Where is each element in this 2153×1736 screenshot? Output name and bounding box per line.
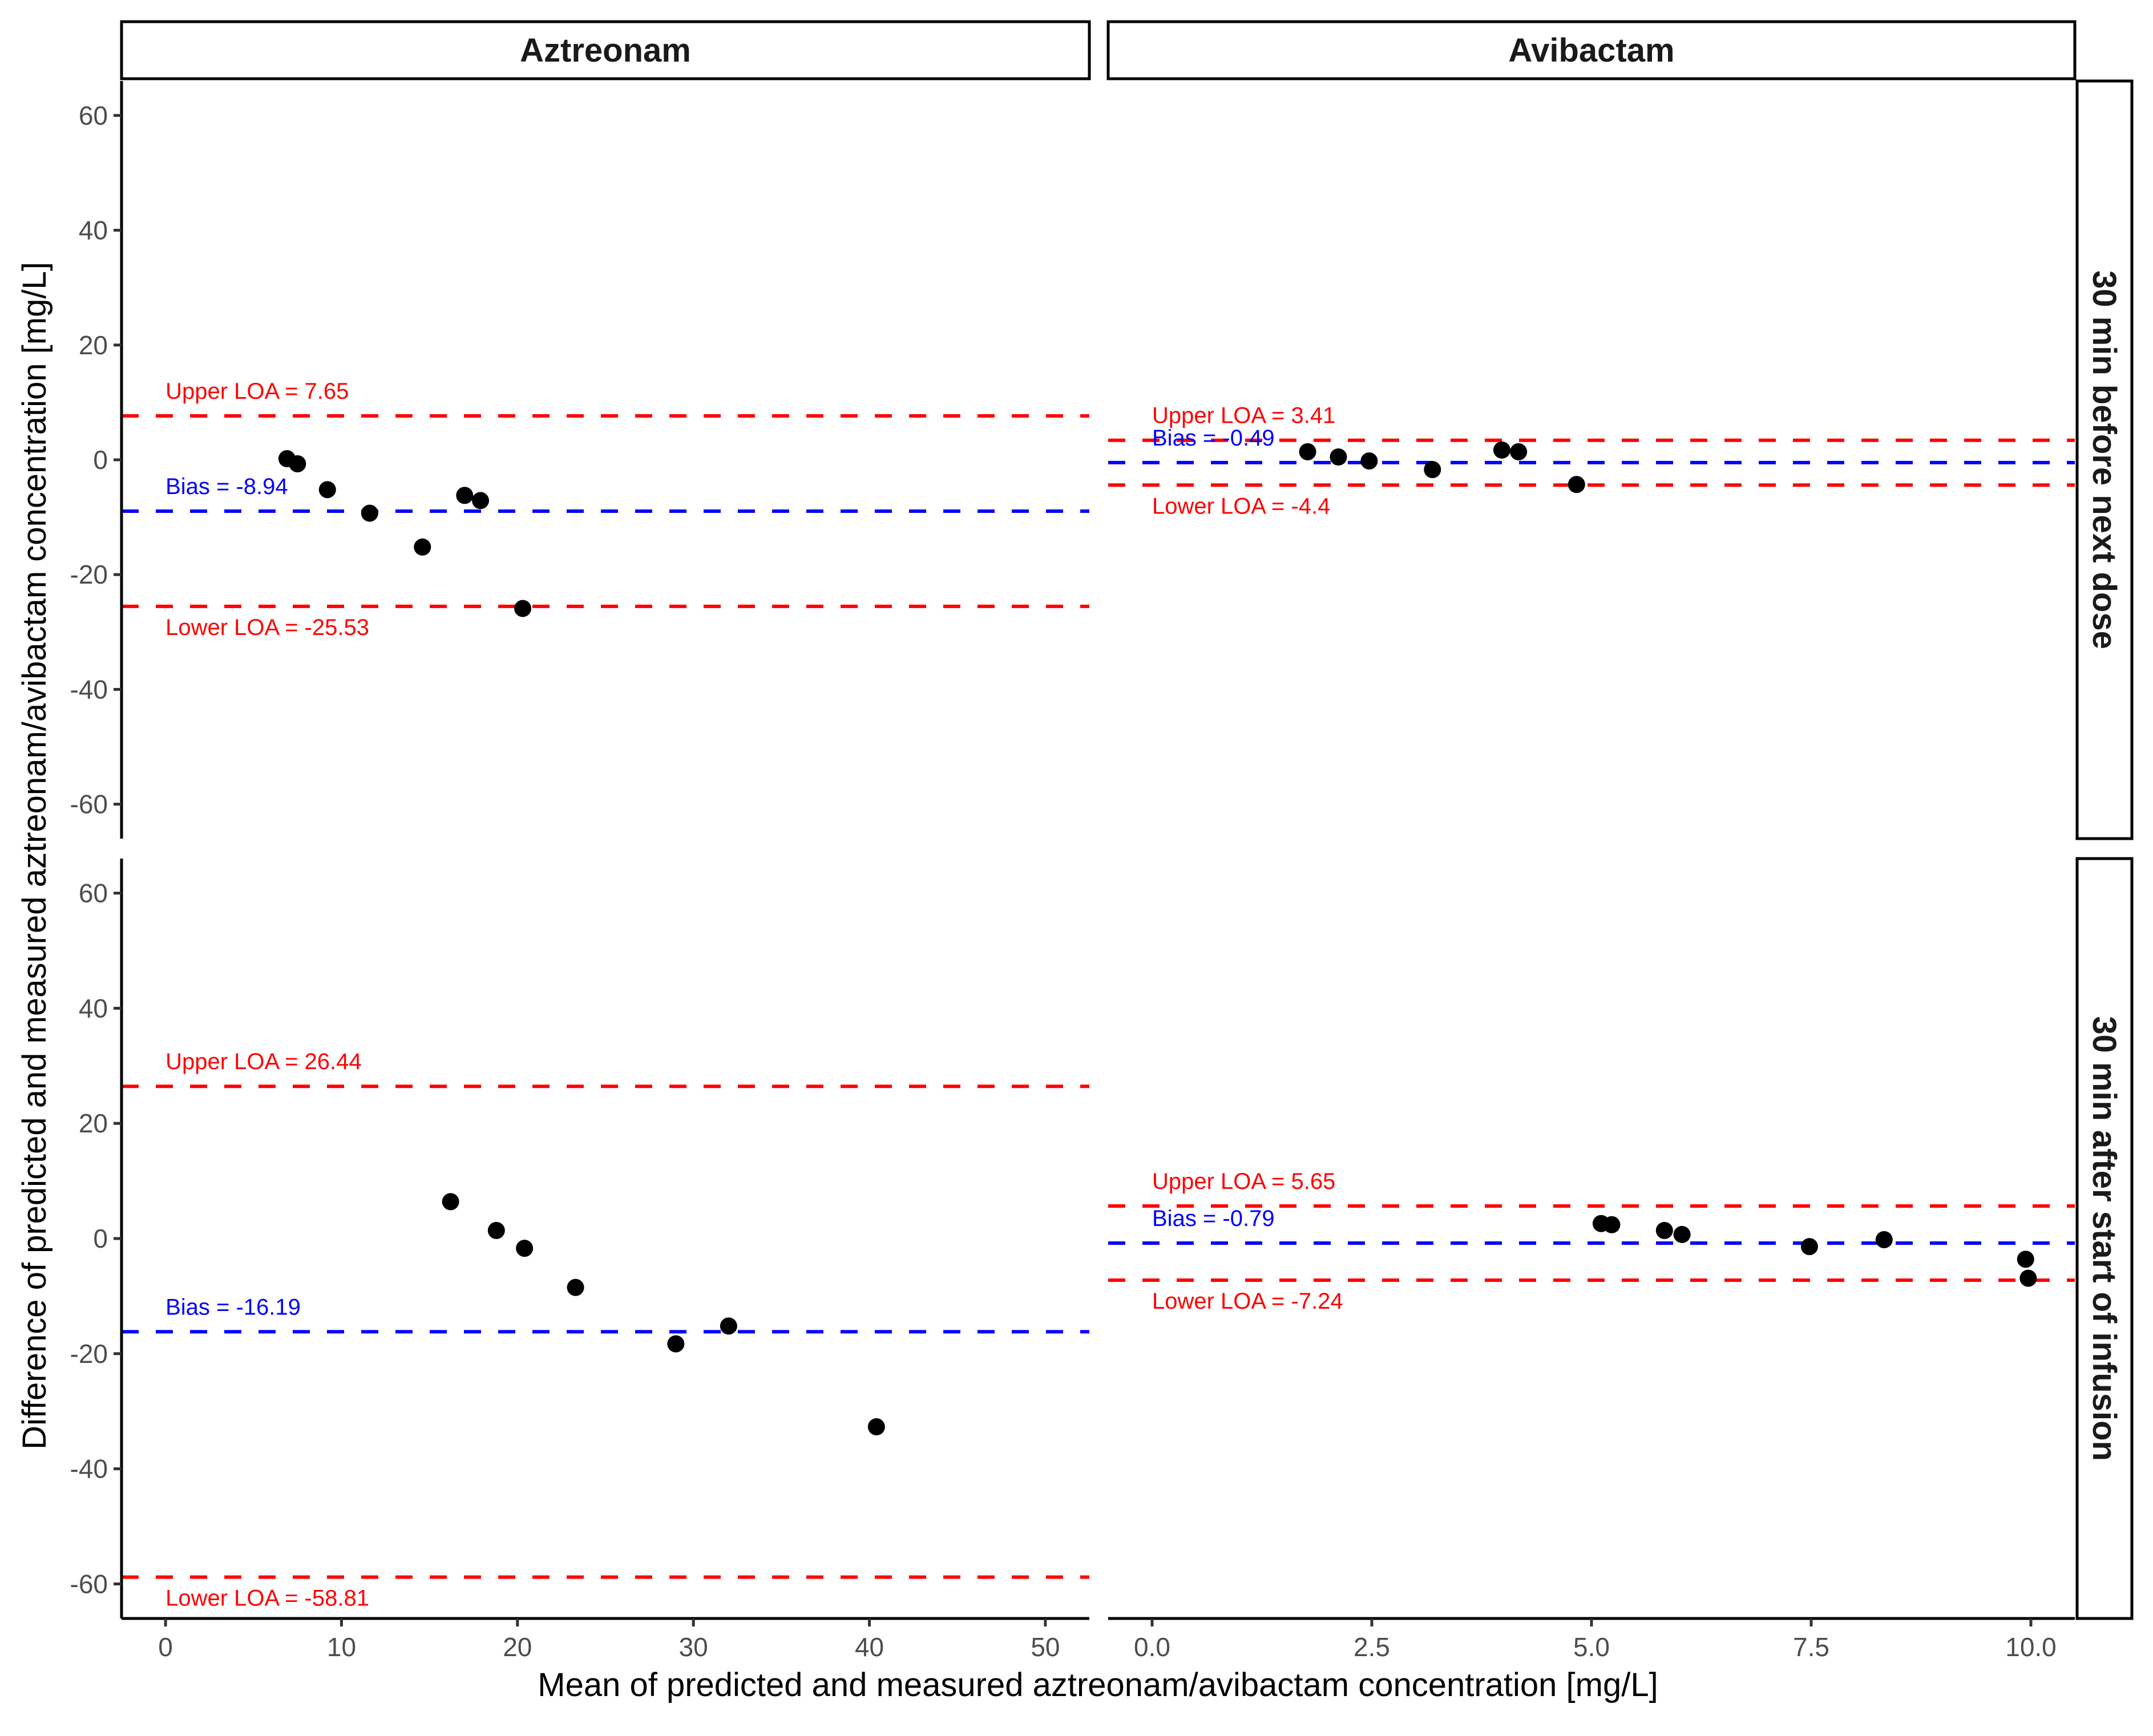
data-point (1493, 441, 1510, 459)
bias-label: Bias = -16.19 (165, 1294, 301, 1320)
y-tick-label: -40 (70, 674, 108, 704)
row-strips: 30 min before next dose 30 min after star… (2075, 79, 2134, 1620)
bias-label: Bias = -8.94 (165, 474, 288, 499)
data-point (867, 1418, 885, 1435)
x-tick-label: 5.0 (1573, 1632, 1610, 1662)
row-strip (2075, 79, 2134, 840)
data-point (1603, 1216, 1621, 1233)
data-point (1510, 443, 1528, 460)
y-tick-label: 20 (79, 1108, 108, 1138)
data-point (667, 1335, 685, 1353)
y-tick-label: -60 (70, 790, 108, 819)
data-point (567, 1278, 584, 1296)
data-point (1568, 476, 1585, 493)
strip-avibactam (1106, 20, 2077, 80)
data-point (414, 538, 431, 556)
bias-label: Bias = -0.79 (1152, 1206, 1275, 1231)
data-point (487, 1221, 505, 1239)
data-point (2017, 1251, 2034, 1268)
lower-loa-label: Lower LOA = -4.4 (1152, 493, 1330, 519)
upper-loa-label: Upper LOA = 5.65 (1152, 1169, 1335, 1194)
x-tick-label: 10 (327, 1632, 356, 1662)
data-point (456, 487, 474, 504)
y-tick-label: 60 (79, 100, 108, 130)
strip-label: Avibactam (1508, 32, 1674, 69)
data-point (516, 1240, 534, 1257)
lower-loa-label: Lower LOA = -7.24 (1152, 1289, 1343, 1314)
y-axes: 60 40 20 0 -20 -40 -60 60 40 20 0 -20 -40 -60 (70, 81, 123, 1618)
y-tick-label: 40 (79, 216, 108, 245)
x-tick-label: 40 (855, 1632, 884, 1662)
x-tick-label: 0.0 (1134, 1632, 1170, 1662)
facet-panels: Upper LOA = 7.65 Bias = -8.94 Lower LOA = … (122, 379, 2075, 1610)
x-tick-label: 10.0 (2005, 1632, 2057, 1662)
column-strips: Aztreonam Avibactam (120, 20, 2077, 80)
y-tick-label: -60 (70, 1569, 108, 1599)
upper-loa-label: Upper LOA = 7.65 (165, 379, 349, 404)
data-point (2019, 1269, 2037, 1287)
data-point (514, 600, 532, 617)
data-point (318, 481, 336, 499)
y-tick-label: -20 (70, 1339, 108, 1369)
x-axis-label: Mean of predicted and measured aztreonam… (538, 1666, 1658, 1703)
y-tick-label: 0 (93, 445, 108, 475)
data-point (720, 1317, 737, 1335)
bias-label: Bias = -0.49 (1152, 426, 1275, 451)
data-point (1299, 443, 1316, 460)
y-tick-label: 0 (93, 1224, 108, 1253)
panel: Upper LOA = 7.65 Bias = -8.94 Lower LOA = … (122, 379, 1089, 640)
y-tick-label: -20 (70, 560, 108, 589)
data-point (289, 455, 306, 473)
data-point (1875, 1231, 1893, 1249)
data-point (472, 492, 490, 509)
panel: Upper LOA = 5.65 Bias = -0.79 Lower LOA = … (1108, 1169, 2075, 1314)
data-point (1360, 452, 1378, 470)
upper-loa-label: Upper LOA = 26.44 (165, 1049, 362, 1074)
panel: Upper LOA = 26.44 Bias = -16.19 Lower LOA … (122, 1049, 1089, 1610)
upper-loa-label: Upper LOA = 3.41 (1152, 403, 1335, 428)
x-tick-label: 2.5 (1354, 1632, 1390, 1662)
row-strip-label: 30 min before next dose (2086, 270, 2123, 649)
row-strip-label: 30 min after start of infusion (2086, 1016, 2123, 1461)
strip-label: Aztreonam (520, 32, 691, 69)
lower-loa-label: Lower LOA = -25.53 (165, 615, 369, 640)
row-strip (2075, 857, 2134, 1620)
data-point (1655, 1221, 1673, 1239)
x-tick-label: 7.5 (1793, 1632, 1829, 1662)
y-tick-label: -40 (70, 1454, 108, 1484)
x-tick-label: 20 (503, 1632, 532, 1662)
x-axes: 0 10 20 30 40 50 0.0 2.5 5.0 7.5 10.0 (122, 1617, 2075, 1662)
y-tick-label: 60 (79, 879, 108, 908)
data-point (1800, 1238, 1818, 1256)
strip-aztreonam (120, 20, 1091, 80)
x-tick-label: 30 (679, 1632, 708, 1662)
y-tick-label: 20 (79, 330, 108, 360)
data-point (1673, 1225, 1691, 1243)
data-point (361, 504, 378, 522)
data-point (1330, 448, 1347, 466)
data-point (1424, 461, 1441, 479)
y-axis-label: Difference of predicted and measured azt… (16, 262, 53, 1450)
x-tick-label: 0 (158, 1632, 173, 1662)
y-tick-label: 40 (79, 993, 108, 1023)
x-tick-label: 50 (1031, 1632, 1060, 1662)
lower-loa-label: Lower LOA = -58.81 (165, 1585, 369, 1610)
data-point (442, 1193, 459, 1211)
